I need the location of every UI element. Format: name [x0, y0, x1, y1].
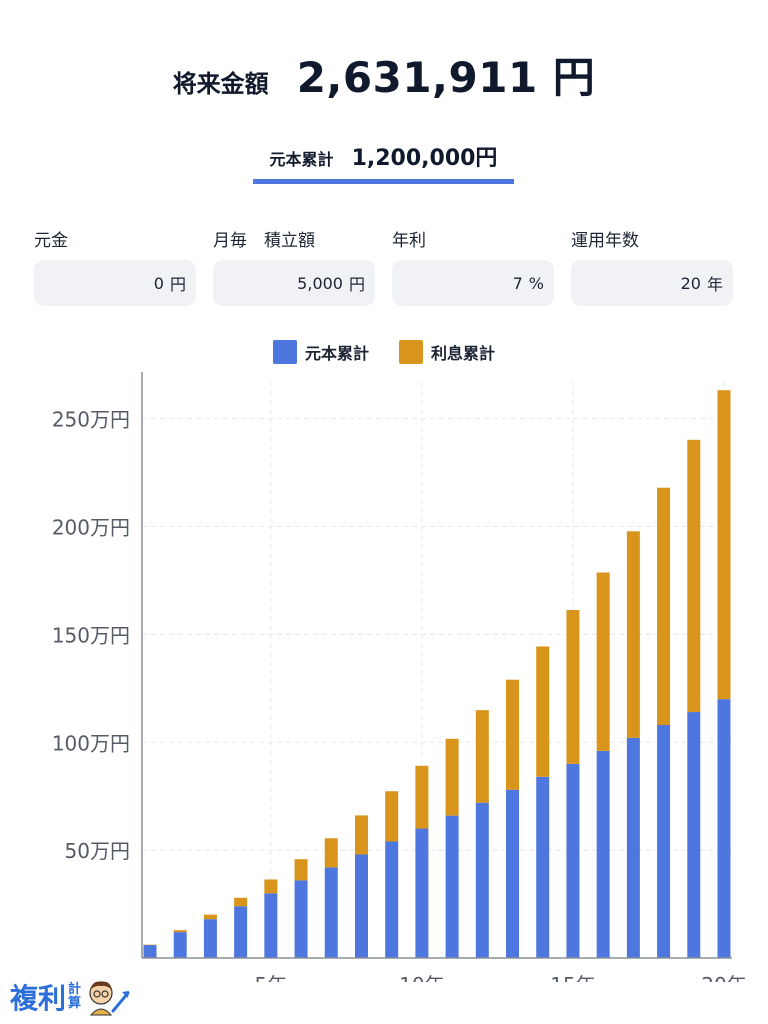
x-tick-label: 5年: [254, 973, 287, 982]
legend-swatch-interest: [399, 340, 423, 364]
bar-principal: [234, 906, 248, 958]
legend-label-interest: 利息累計: [431, 344, 496, 363]
legend-item-interest[interactable]: 利息累計: [399, 340, 495, 364]
bar-principal: [596, 750, 610, 958]
logo-sub-top: 計: [68, 982, 82, 997]
bar-interest: [203, 914, 217, 920]
y-tick-label: 50万円: [65, 839, 130, 863]
principal-underline: [253, 179, 514, 184]
bar-principal: [506, 789, 520, 958]
bar-interest: [717, 390, 731, 700]
logo-main-text: 複利: [10, 982, 67, 1015]
bar-interest: [324, 838, 338, 868]
years-value: 20: [680, 273, 701, 293]
bar-principal: [294, 880, 308, 958]
app-logo: 複利 計 算: [10, 975, 133, 1019]
principal-total-label: 元本累計: [269, 150, 334, 169]
input-fields: 元金 0 円 月毎 積立額 5,000 円 年利 7 % 運用年数 20 年: [34, 226, 734, 308]
bar-interest: [415, 765, 429, 829]
years-label: 運用年数: [571, 231, 639, 251]
bar-interest: [173, 930, 187, 933]
bar-interest: [687, 439, 701, 713]
bar-principal: [385, 841, 399, 958]
principal-summary: 元本累計 1,200,000円: [253, 140, 514, 184]
monthly-deposit-unit: 円: [348, 275, 365, 294]
initial-principal-input[interactable]: 0 円: [34, 260, 196, 306]
logo-sub-bottom: 算: [68, 996, 82, 1011]
bar-principal: [536, 776, 550, 958]
annual-rate-value: 7: [512, 273, 523, 293]
x-tick-label: 10年: [399, 973, 444, 982]
bar-principal: [475, 802, 489, 958]
y-tick-label: 250万円: [52, 408, 130, 432]
future-amount-label: 将来金額: [172, 70, 269, 98]
bar-interest: [385, 791, 399, 842]
bar-principal: [143, 945, 157, 958]
bar-interest: [294, 859, 308, 881]
annual-rate-label: 年利: [392, 231, 426, 251]
monthly-deposit-label: 月毎 積立額: [213, 231, 315, 251]
bar-principal: [566, 763, 580, 958]
initial-principal-field: 元金 0 円: [34, 226, 196, 306]
y-tick-label: 100万円: [52, 731, 130, 755]
bar-principal: [687, 712, 701, 958]
mascot-icon: [89, 981, 130, 1016]
bar-interest: [566, 610, 580, 764]
annual-rate-input[interactable]: 7 %: [392, 260, 554, 306]
bar-interest: [657, 487, 671, 726]
y-tick-label: 200万円: [52, 516, 130, 540]
legend-swatch-principal: [272, 340, 297, 364]
legend-item-principal[interactable]: 元本累計: [272, 340, 369, 364]
bar-principal: [324, 867, 338, 958]
years-unit: 年: [706, 275, 723, 294]
bar-principal: [354, 854, 368, 958]
initial-principal-label: 元金: [34, 231, 68, 251]
bar-interest: [536, 646, 550, 777]
bar-principal: [626, 737, 640, 958]
bar-interest: [506, 679, 520, 790]
legend-label-principal: 元本累計: [304, 344, 369, 363]
bar-interest: [445, 738, 459, 816]
bar-principal: [415, 828, 429, 958]
initial-principal-value: 0: [153, 273, 164, 293]
bar-interest: [234, 897, 248, 907]
monthly-deposit-input[interactable]: 5,000 円: [213, 260, 375, 306]
bar-interest: [626, 531, 640, 738]
x-tick-label: 20年: [701, 973, 746, 982]
monthly-deposit-value: 5,000: [297, 273, 343, 293]
monthly-deposit-field: 月毎 積立額 5,000 円: [213, 226, 375, 306]
bar-interest: [475, 710, 489, 803]
principal-total-value: 1,200,000円: [351, 146, 498, 171]
bar-interest: [264, 879, 278, 894]
logo-sub-text: 計 算: [68, 983, 81, 1011]
future-amount-header: 将来金額 2,631,911 円: [0, 44, 768, 105]
growth-bar-chart: 50万円 100万円 150万円 200万円 250万円 5年 10年 15年 20年: [52, 372, 747, 982]
annual-rate-field: 年利 7 %: [392, 226, 554, 306]
initial-principal-unit: 円: [169, 275, 186, 294]
bar-interest: [354, 815, 368, 855]
bar-principal: [203, 919, 217, 958]
bar-interest: [596, 572, 610, 751]
x-tick-label: 15年: [550, 973, 595, 982]
years-input[interactable]: 20 年: [571, 260, 733, 306]
bar-principal: [173, 932, 187, 958]
chart-legend: 元本累計 利息累計: [0, 340, 768, 364]
annual-rate-unit: %: [528, 273, 544, 293]
bar-principal: [657, 725, 671, 958]
bar-principal: [717, 699, 731, 958]
future-amount-value: 2,631,911 円: [296, 53, 596, 102]
bar-principal: [264, 893, 278, 958]
bar-principal: [445, 815, 459, 958]
years-field: 運用年数 20 年: [571, 226, 733, 306]
y-tick-label: 150万円: [52, 623, 130, 647]
